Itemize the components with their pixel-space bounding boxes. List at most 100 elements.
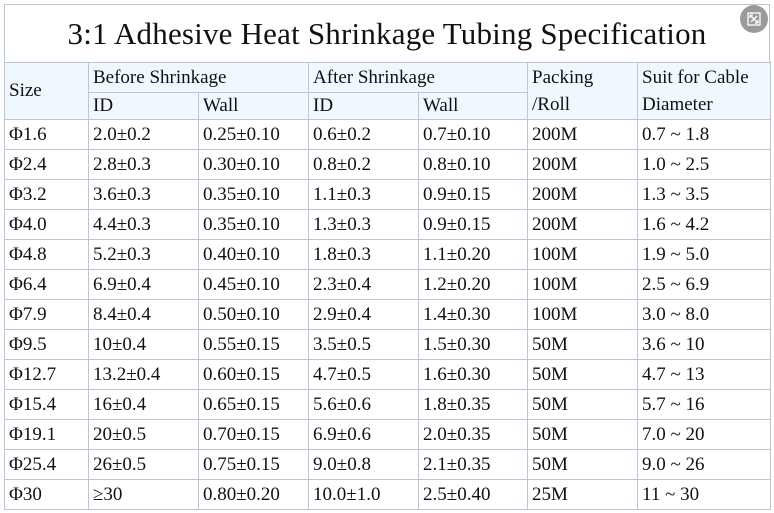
cell-size: Φ6.4 — [4, 269, 89, 300]
cell-before-wall: 0.40±0.10 — [197, 239, 310, 270]
cell-size: Φ30 — [4, 479, 89, 510]
cell-packing: 200M — [527, 209, 639, 240]
header-after-id: ID — [308, 92, 420, 120]
cell-before-wall: 0.75±0.15 — [197, 449, 310, 480]
cell-after-wall: 2.5±0.40 — [418, 479, 529, 510]
page-title: 3:1 Adhesive Heat Shrinkage Tubing Speci… — [4, 4, 770, 62]
table-row: Φ7.9 8.4±0.4 0.50±0.10 2.9±0.4 1.4±0.30 100M 3… — [4, 299, 772, 330]
cell-size: Φ9.5 — [4, 329, 89, 360]
table-row: Φ19.1 20±0.5 0.70±0.15 6.9±0.6 2.0±0.35 50M 7.… — [4, 419, 772, 450]
cell-size: Φ2.4 — [4, 149, 89, 180]
table-row: Φ12.7 13.2±0.4 0.60±0.15 4.7±0.5 1.6±0.30 50M… — [4, 359, 772, 390]
cell-packing: 200M — [527, 119, 639, 150]
cell-size: Φ3.2 — [4, 179, 89, 210]
cell-before-wall: 0.65±0.15 — [197, 389, 310, 420]
cell-packing: 50M — [527, 329, 639, 360]
cell-packing: 100M — [527, 239, 639, 270]
cell-suit: 5.7 ~ 16 — [637, 389, 772, 420]
cell-after-wall: 1.2±0.20 — [418, 269, 529, 300]
table-row: Φ6.4 6.9±0.4 0.45±0.10 2.3±0.4 1.2±0.20 100M 2… — [4, 269, 772, 300]
header-row-groups: Size Before Shrinkage After Shrinkage Pa… — [4, 62, 772, 120]
cell-after-id: 10.0±1.0 — [308, 479, 420, 510]
header-before-wall: Wall — [197, 92, 310, 120]
header-packing-line2: /Roll — [532, 94, 571, 115]
table-row: Φ9.5 10±0.4 0.55±0.15 3.5±0.5 1.5±0.30 50M 3.6… — [4, 329, 772, 360]
cell-size: Φ12.7 — [4, 359, 89, 390]
cell-after-wall: 1.5±0.30 — [418, 329, 529, 360]
cell-after-wall: 1.4±0.30 — [418, 299, 529, 330]
cell-before-id: 8.4±0.4 — [88, 299, 199, 330]
cell-after-wall: 2.1±0.35 — [418, 449, 529, 480]
header-suit-line1: Suit for Cable — [642, 67, 749, 88]
cell-suit: 0.7 ~ 1.8 — [637, 119, 772, 150]
expand-button[interactable] — [740, 5, 768, 33]
cell-suit: 7.0 ~ 20 — [637, 419, 772, 450]
table-row: Φ3.2 3.6±0.3 0.35±0.10 1.1±0.3 0.9±0.15 200M 1… — [4, 179, 772, 210]
cell-before-wall: 0.70±0.15 — [197, 419, 310, 450]
cell-after-id: 1.8±0.3 — [308, 239, 420, 270]
cell-before-wall: 0.80±0.20 — [197, 479, 310, 510]
cell-after-id: 4.7±0.5 — [308, 359, 420, 390]
cell-packing: 50M — [527, 359, 639, 390]
cell-after-id: 1.3±0.3 — [308, 209, 420, 240]
spec-table: Size Before Shrinkage After Shrinkage Pa… — [4, 62, 772, 510]
cell-after-id: 2.3±0.4 — [308, 269, 420, 300]
cell-suit: 4.7 ~ 13 — [637, 359, 772, 390]
cell-size: Φ15.4 — [4, 389, 89, 420]
cell-before-wall: 0.50±0.10 — [197, 299, 310, 330]
cell-size: Φ7.9 — [4, 299, 89, 330]
cell-before-id: ≥30 — [88, 479, 199, 510]
cell-suit: 1.6 ~ 4.2 — [637, 209, 772, 240]
cell-size: Φ4.8 — [4, 239, 89, 270]
cell-packing: 25M — [527, 479, 639, 510]
table-row: Φ30 ≥30 0.80±0.20 10.0±1.0 2.5±0.40 25M 11 ~ 3… — [4, 479, 772, 510]
table-row: Φ15.4 16±0.4 0.65±0.15 5.6±0.6 1.8±0.35 50M 5.… — [4, 389, 772, 420]
cell-before-wall: 0.60±0.15 — [197, 359, 310, 390]
header-packing: Packing/Roll — [527, 62, 639, 120]
header-packing-line1: Packing — [532, 67, 594, 88]
cell-after-id: 9.0±0.8 — [308, 449, 420, 480]
cell-after-wall: 1.8±0.35 — [418, 389, 529, 420]
cell-suit: 1.3 ~ 3.5 — [637, 179, 772, 210]
cell-packing: 50M — [527, 419, 639, 450]
cell-before-wall: 0.25±0.10 — [197, 119, 310, 150]
header-before-shrinkage: Before Shrinkage — [87, 62, 310, 93]
cell-after-wall: 0.9±0.15 — [418, 179, 529, 210]
header-after-shrinkage: After Shrinkage — [308, 62, 529, 93]
cell-size: Φ25.4 — [4, 449, 89, 480]
cell-before-id: 2.0±0.2 — [88, 119, 199, 150]
cell-size: Φ4.0 — [4, 209, 89, 240]
cell-before-id: 5.2±0.3 — [88, 239, 199, 270]
cell-after-id: 1.1±0.3 — [308, 179, 420, 210]
cell-packing: 100M — [527, 269, 639, 300]
cell-packing: 50M — [527, 449, 639, 480]
cell-suit: 1.9 ~ 5.0 — [637, 239, 772, 270]
cell-after-id: 0.6±0.2 — [308, 119, 420, 150]
header-after-wall: Wall — [418, 92, 529, 120]
header-suit-line2: Diameter — [642, 94, 713, 115]
header-before-id: ID — [88, 92, 199, 120]
cell-before-wall: 0.35±0.10 — [197, 179, 310, 210]
cell-before-wall: 0.55±0.15 — [197, 329, 310, 360]
cell-after-id: 5.6±0.6 — [308, 389, 420, 420]
cell-after-wall: 0.8±0.10 — [418, 149, 529, 180]
cell-before-wall: 0.45±0.10 — [197, 269, 310, 300]
cell-suit: 3.6 ~ 10 — [637, 329, 772, 360]
header-suit-cable: Suit for Cable Diameter — [637, 62, 772, 120]
cell-after-wall: 0.9±0.15 — [418, 209, 529, 240]
table-row: Φ4.0 4.4±0.3 0.35±0.10 1.3±0.3 0.9±0.15 200M 1… — [4, 209, 772, 240]
cell-after-wall: 1.6±0.30 — [418, 359, 529, 390]
cell-before-id: 2.8±0.3 — [88, 149, 199, 180]
cell-after-wall: 1.1±0.20 — [418, 239, 529, 270]
cell-before-id: 10±0.4 — [88, 329, 199, 360]
cell-packing: 200M — [527, 149, 639, 180]
cell-suit: 2.5 ~ 6.9 — [637, 269, 772, 300]
cell-suit: 11 ~ 30 — [637, 479, 772, 510]
cell-before-id: 26±0.5 — [88, 449, 199, 480]
cell-suit: 1.0 ~ 2.5 — [637, 149, 772, 180]
cell-suit: 3.0 ~ 8.0 — [637, 299, 772, 330]
table-row: Φ25.4 26±0.5 0.75±0.15 9.0±0.8 2.1±0.35 50M 9.… — [4, 449, 772, 480]
cell-packing: 100M — [527, 299, 639, 330]
cell-before-id: 20±0.5 — [88, 419, 199, 450]
table-row: Φ4.8 5.2±0.3 0.40±0.10 1.8±0.3 1.1±0.20 100M 1… — [4, 239, 772, 270]
